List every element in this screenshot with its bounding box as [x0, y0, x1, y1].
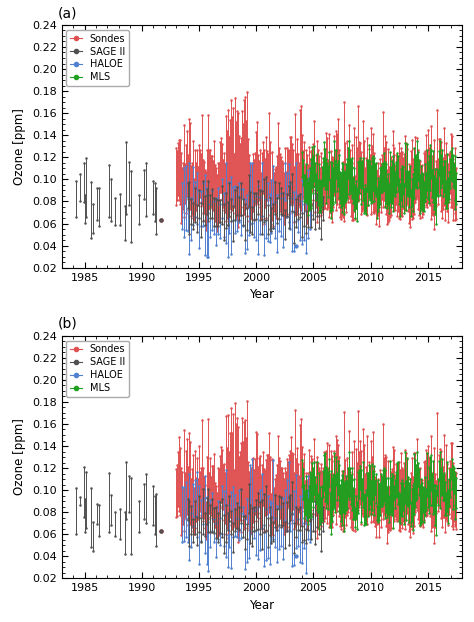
Y-axis label: Ozone [ppm]: Ozone [ppm] [13, 419, 27, 496]
X-axis label: Year: Year [249, 599, 274, 612]
Legend: Sondes, SAGE II, HALOE, MLS: Sondes, SAGE II, HALOE, MLS [66, 30, 129, 86]
X-axis label: Year: Year [249, 288, 274, 301]
Y-axis label: Ozone [ppm]: Ozone [ppm] [13, 108, 27, 185]
Legend: Sondes, SAGE II, HALOE, MLS: Sondes, SAGE II, HALOE, MLS [66, 340, 129, 397]
Text: (b): (b) [58, 317, 77, 331]
Text: (a): (a) [58, 6, 77, 20]
